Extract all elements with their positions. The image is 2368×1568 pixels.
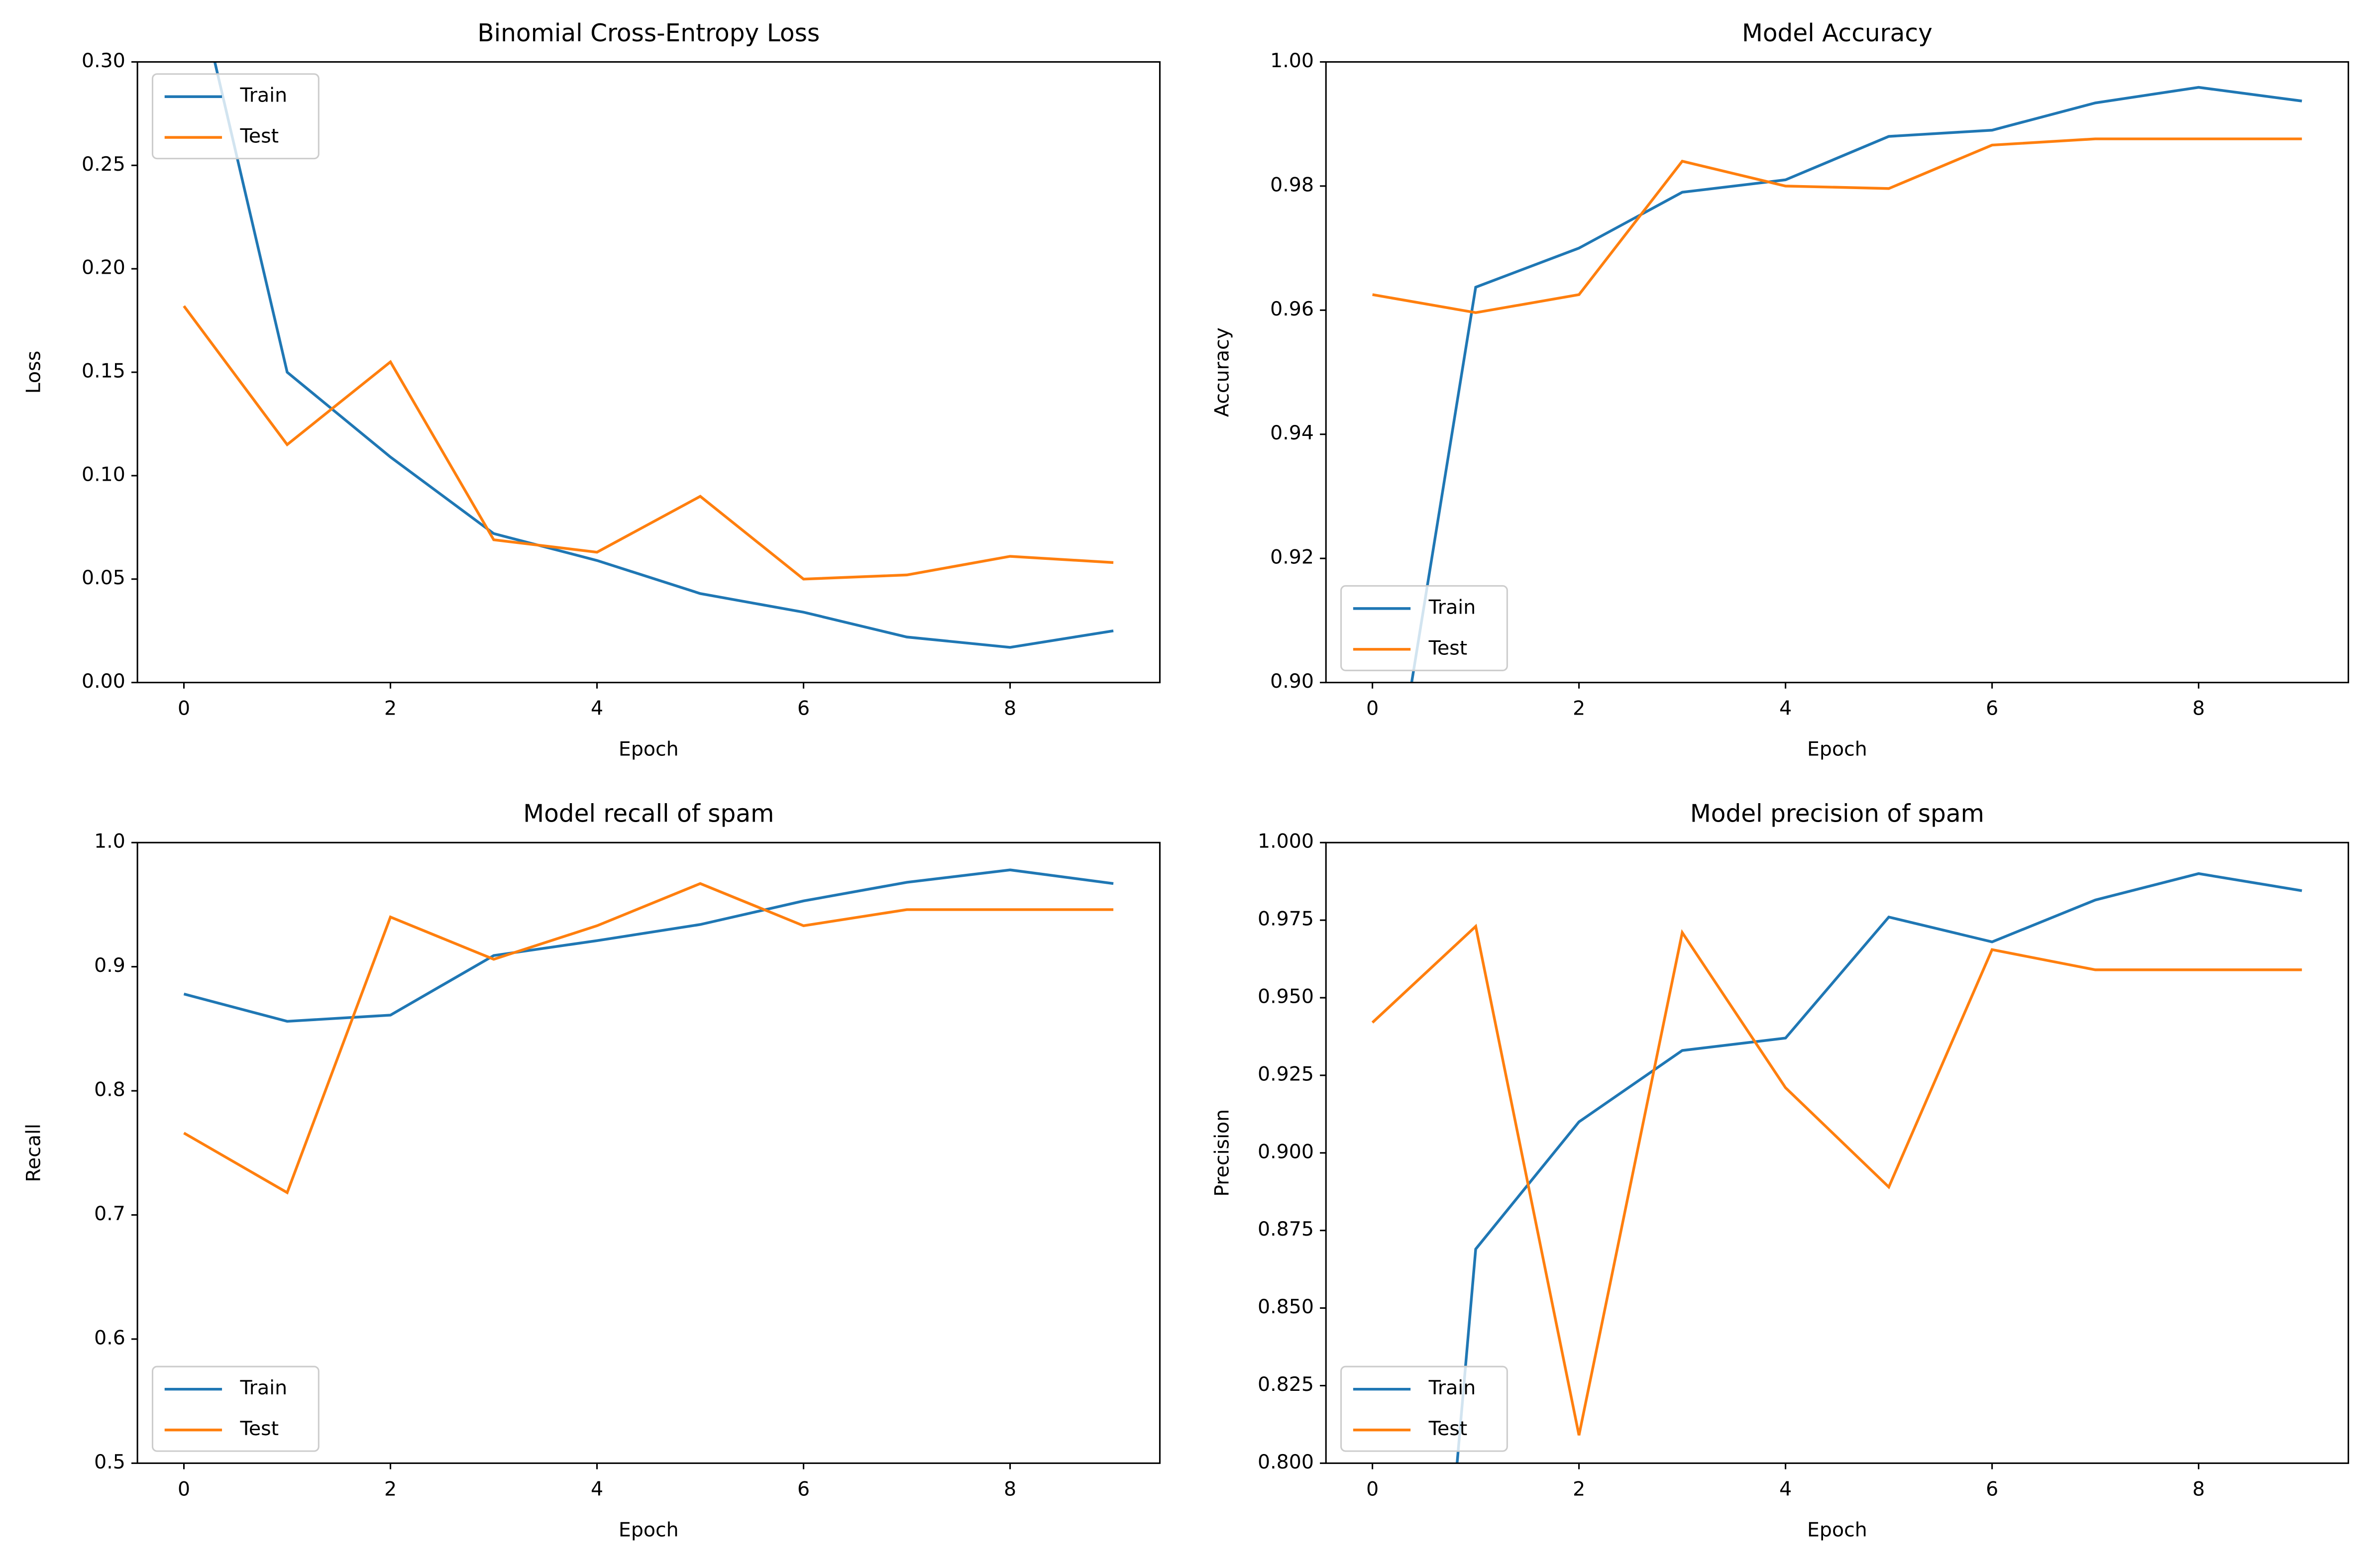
y-tick-label: 0.20 — [82, 256, 125, 279]
x-tick-label: 0 — [178, 697, 190, 720]
x-tick-label: 0 — [178, 1478, 190, 1501]
y-tick-label: 0.8 — [94, 1078, 125, 1101]
x-tick-label: 8 — [1004, 697, 1016, 720]
y-tick-label: 1.000 — [1258, 830, 1314, 853]
panel: 0.00 0.05 0.10 0.15 0.20 0.25 0.30 0 2 4 6 8 Binomia… — [22, 19, 1161, 761]
chart-title: Binomial Cross-Entropy Loss — [477, 19, 820, 47]
x-tick-label: 6 — [797, 1478, 810, 1501]
y-tick-label: 0.950 — [1258, 985, 1314, 1008]
y-axis-label: Loss — [22, 351, 45, 394]
y-axis-label: Recall — [22, 1124, 45, 1182]
x-axis-label: Epoch — [1807, 1518, 1867, 1541]
y-tick-label: 0.9 — [94, 954, 125, 977]
legend-box — [1340, 1365, 1508, 1452]
series-line — [1371, 924, 2302, 1436]
y-tick-label: 0.00 — [82, 670, 125, 693]
y-tick-label: 0.96 — [1270, 298, 1314, 320]
x-tick-label: 8 — [2192, 1478, 2205, 1501]
y-tick-label: 0.30 — [82, 49, 125, 72]
y-tick-label: 0.5 — [94, 1451, 125, 1473]
y-tick-label: 0.90 — [1270, 670, 1314, 693]
legend-label: Train — [239, 84, 287, 107]
legend-label: Train — [1428, 1376, 1476, 1399]
legend-label: Test — [239, 125, 279, 148]
series-line — [183, 305, 1114, 581]
x-tick-label: 0 — [1366, 697, 1379, 720]
y-tick-label: 1.00 — [1270, 49, 1314, 72]
y-tick-label: 0.925 — [1258, 1062, 1314, 1085]
x-tick-label: 2 — [1573, 697, 1585, 720]
x-tick-label: 4 — [1779, 697, 1792, 720]
x-tick-label: 4 — [591, 697, 603, 720]
x-tick-label: 8 — [2192, 697, 2205, 720]
x-tick-label: 8 — [1004, 1478, 1016, 1501]
y-axis-label: Accuracy — [1210, 327, 1233, 417]
y-tick-label: 0.800 — [1258, 1451, 1314, 1473]
series-line — [183, 882, 1114, 1195]
legend-label: Test — [1428, 1417, 1468, 1440]
x-tick-label: 2 — [384, 1478, 397, 1501]
x-tick-label: 6 — [797, 697, 810, 720]
x-axis-label: Epoch — [619, 1518, 679, 1541]
legend-box — [151, 73, 320, 160]
x-tick-label: 6 — [1986, 697, 1998, 720]
legend: Train Test — [151, 1365, 320, 1452]
panel: 0.5 0.6 0.7 0.8 0.9 1.0 0 2 4 6 8 Model recall of s… — [22, 800, 1161, 1541]
x-tick-label: 0 — [1366, 1478, 1379, 1501]
x-tick-label: 6 — [1986, 1478, 1998, 1501]
y-tick-label: 0.94 — [1270, 421, 1314, 444]
y-tick-label: 0.825 — [1258, 1373, 1314, 1396]
x-tick-label: 2 — [384, 697, 397, 720]
y-tick-label: 0.92 — [1270, 546, 1314, 569]
legend-label: Test — [1428, 636, 1468, 659]
chart-title: Model precision of spam — [1690, 800, 1984, 828]
legend: Train Test — [1340, 585, 1508, 671]
y-tick-label: 0.15 — [82, 360, 125, 383]
y-tick-label: 0.25 — [82, 153, 125, 176]
x-axis-label: Epoch — [1807, 738, 1867, 761]
x-tick-label: 4 — [1779, 1478, 1792, 1501]
y-tick-label: 0.850 — [1258, 1295, 1314, 1318]
y-axis-label: Precision — [1210, 1109, 1233, 1197]
y-tick-label: 0.10 — [82, 463, 125, 486]
legend-label: Train — [239, 1376, 287, 1399]
y-tick-label: 0.975 — [1258, 908, 1314, 931]
x-tick-label: 2 — [1573, 1478, 1585, 1501]
legend-label: Test — [239, 1417, 279, 1440]
chart-title: Model Accuracy — [1742, 19, 1933, 47]
y-tick-label: 0.05 — [82, 566, 125, 589]
panel: 0.90 0.92 0.94 0.96 0.98 1.00 0 2 4 6 8 Model Accur… — [1210, 19, 2350, 761]
series-line — [183, 868, 1114, 1023]
legend: Train Test — [1340, 1365, 1508, 1452]
series-line — [213, 62, 1114, 649]
y-tick-label: 0.875 — [1258, 1218, 1314, 1241]
legend: Train Test — [151, 73, 320, 160]
x-tick-label: 4 — [591, 1478, 603, 1501]
plot-frame — [1325, 61, 2350, 684]
x-axis-label: Epoch — [619, 738, 679, 761]
y-tick-label: 0.6 — [94, 1326, 125, 1349]
series-line — [1372, 137, 2302, 314]
chart-title: Model recall of spam — [523, 800, 774, 828]
plot-frame — [136, 841, 1161, 1464]
legend-label: Train — [1428, 596, 1476, 619]
plot-frame — [1325, 841, 2350, 1464]
panel: 0.800 0.825 0.850 0.875 0.900 0.925 0.950 0.975… — [1210, 800, 2350, 1541]
plot-frame — [136, 61, 1161, 684]
y-tick-label: 0.7 — [94, 1202, 125, 1225]
legend-box — [1340, 585, 1508, 671]
legend-box — [151, 1365, 320, 1452]
y-tick-label: 1.0 — [94, 830, 125, 853]
y-tick-label: 0.98 — [1270, 173, 1314, 196]
series-line — [1410, 86, 2302, 683]
y-tick-label: 0.900 — [1258, 1140, 1314, 1163]
